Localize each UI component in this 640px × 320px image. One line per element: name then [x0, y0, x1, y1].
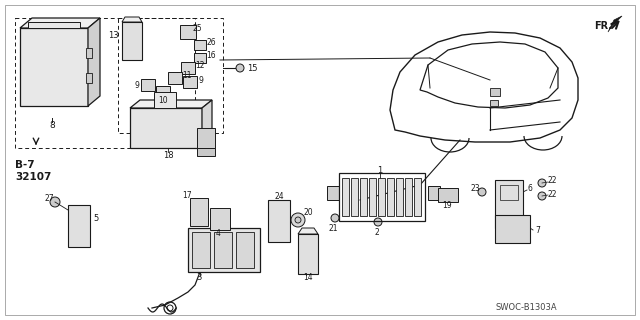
Text: 19: 19	[442, 201, 452, 210]
Polygon shape	[20, 18, 100, 28]
Bar	[118, 18, 223, 133]
Bar	[197, 128, 215, 148]
Text: 4: 4	[216, 228, 221, 237]
Bar	[210, 208, 230, 230]
Text: 9: 9	[134, 81, 139, 90]
Bar	[190, 198, 208, 226]
Text: 11: 11	[182, 70, 191, 79]
Text: B-7
32107: B-7 32107	[15, 160, 51, 182]
Circle shape	[538, 179, 546, 187]
Text: 23: 23	[470, 183, 479, 193]
Bar	[141, 79, 155, 91]
Text: 18: 18	[163, 150, 173, 159]
Bar	[188, 228, 260, 272]
Circle shape	[538, 192, 546, 200]
Text: 2: 2	[374, 228, 379, 236]
Bar	[192, 232, 210, 268]
Bar	[86, 73, 92, 83]
Bar	[181, 62, 195, 74]
Text: 20: 20	[303, 207, 312, 217]
Bar	[156, 86, 170, 98]
Text: 27: 27	[44, 194, 54, 203]
Bar	[327, 186, 339, 200]
Text: 8: 8	[49, 121, 55, 130]
Bar	[500, 185, 518, 200]
Text: 1: 1	[378, 165, 383, 174]
Bar	[360, 178, 367, 216]
Bar	[428, 186, 440, 200]
Text: 9: 9	[198, 76, 203, 84]
Bar	[369, 178, 376, 216]
Text: 7: 7	[535, 226, 540, 235]
Circle shape	[478, 188, 486, 196]
Bar	[438, 188, 458, 202]
Text: 22: 22	[548, 175, 557, 185]
Bar	[490, 88, 500, 96]
Text: SWOC-B1303A: SWOC-B1303A	[495, 303, 557, 313]
Text: 22: 22	[548, 189, 557, 198]
Bar	[339, 173, 425, 221]
Text: 15: 15	[247, 63, 257, 73]
Bar	[122, 22, 142, 60]
Text: 3: 3	[196, 274, 202, 283]
Bar	[495, 215, 530, 243]
Text: 25: 25	[192, 23, 202, 33]
Text: 13: 13	[108, 30, 118, 39]
Bar	[154, 92, 176, 108]
Bar	[86, 48, 92, 58]
Text: 16: 16	[206, 51, 216, 60]
Bar	[180, 25, 196, 39]
Text: 10: 10	[158, 95, 168, 105]
Bar	[183, 76, 197, 88]
Text: 17: 17	[182, 190, 191, 199]
Bar	[194, 40, 206, 50]
Polygon shape	[28, 22, 80, 28]
Circle shape	[291, 213, 305, 227]
Bar	[351, 178, 358, 216]
Circle shape	[295, 217, 301, 223]
Circle shape	[374, 218, 382, 226]
Bar	[414, 178, 421, 216]
Circle shape	[236, 64, 244, 72]
Polygon shape	[122, 17, 142, 22]
Text: 12: 12	[195, 60, 205, 69]
Bar	[236, 232, 254, 268]
Bar	[495, 180, 523, 228]
Text: 5: 5	[93, 213, 99, 222]
Polygon shape	[20, 28, 88, 106]
Bar	[214, 232, 232, 268]
Text: FR.: FR.	[594, 21, 612, 31]
Text: 21: 21	[328, 223, 337, 233]
Polygon shape	[202, 100, 212, 148]
Bar	[387, 178, 394, 216]
Bar	[405, 178, 412, 216]
Text: 14: 14	[303, 274, 312, 283]
Polygon shape	[130, 100, 212, 108]
Bar	[490, 100, 498, 106]
Bar	[197, 148, 215, 156]
Polygon shape	[298, 228, 318, 234]
Bar	[298, 234, 318, 274]
Text: 24: 24	[274, 191, 284, 201]
Polygon shape	[608, 16, 622, 32]
Polygon shape	[130, 108, 202, 148]
Bar	[194, 53, 206, 63]
Bar	[268, 200, 290, 242]
Bar	[168, 72, 182, 84]
Bar	[342, 178, 349, 216]
Polygon shape	[88, 18, 100, 106]
Bar	[396, 178, 403, 216]
Circle shape	[50, 197, 60, 207]
Bar	[378, 178, 385, 216]
Text: 6: 6	[527, 183, 532, 193]
Text: 26: 26	[206, 37, 216, 46]
Circle shape	[331, 214, 339, 222]
Bar	[68, 205, 90, 247]
Bar	[15, 18, 195, 148]
